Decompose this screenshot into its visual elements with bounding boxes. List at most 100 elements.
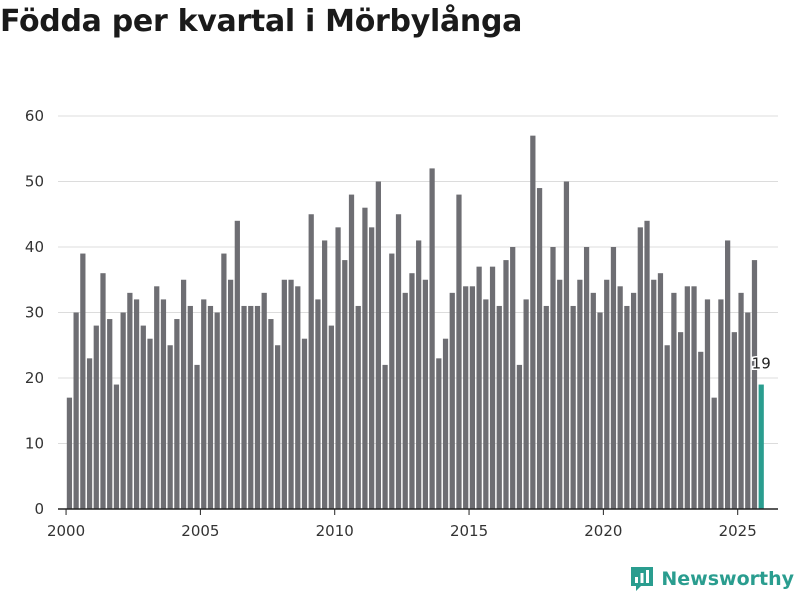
bar [543, 305, 549, 509]
bar [637, 227, 643, 509]
y-tick-label: 20 [25, 369, 44, 387]
bar [93, 325, 99, 509]
bar [369, 227, 375, 509]
bar [389, 253, 395, 509]
bar [416, 240, 422, 509]
bar [469, 286, 476, 509]
bar [671, 292, 677, 509]
bar [711, 397, 717, 509]
bar [288, 279, 294, 509]
bar [73, 312, 79, 509]
bar [496, 305, 502, 509]
bar [456, 194, 462, 509]
bar-series [66, 135, 764, 510]
bar [657, 273, 664, 509]
y-tick-label: 50 [25, 173, 44, 191]
newsworthy-icon [631, 567, 654, 591]
y-tick-label: 10 [25, 435, 44, 453]
bar [409, 273, 415, 509]
bar [725, 240, 731, 509]
bar [617, 286, 623, 509]
bar [301, 338, 308, 509]
x-tick-label: 2020 [584, 522, 622, 540]
bar [86, 358, 93, 509]
bar [664, 345, 670, 509]
bar [100, 273, 106, 509]
bar [295, 286, 301, 509]
bar [207, 305, 214, 509]
bar [80, 253, 86, 509]
bar [570, 305, 576, 509]
bar [167, 345, 173, 509]
bar [550, 247, 556, 509]
x-tick-label: 2010 [316, 522, 354, 540]
bar [120, 312, 126, 509]
brand-name: Newsworthy [661, 568, 794, 590]
data-label: 19 [752, 355, 771, 373]
bar [516, 364, 523, 509]
bar [530, 135, 536, 509]
bar [214, 312, 220, 509]
bar [281, 279, 287, 509]
bar [174, 319, 180, 509]
bar [604, 279, 610, 509]
bar [429, 168, 435, 509]
bar [691, 286, 697, 509]
bar [308, 214, 314, 509]
y-tick-label: 60 [25, 107, 44, 125]
bar [503, 260, 509, 509]
bar [597, 312, 603, 509]
y-axis-ticks: 0 10 20 30 40 50 60 [25, 107, 44, 518]
bar [362, 207, 368, 509]
bar [644, 220, 650, 510]
bar [610, 247, 617, 509]
x-axis-ticks: 2000 2005 2010 2015 2020 2025 [47, 509, 757, 540]
bar [483, 299, 489, 509]
bar [557, 279, 563, 509]
bar [66, 397, 73, 509]
bar [261, 292, 267, 509]
bar [133, 299, 140, 509]
bar [463, 286, 469, 509]
bar [201, 299, 207, 509]
bar [355, 305, 361, 509]
bar [375, 181, 381, 509]
bar [342, 260, 348, 509]
bar [563, 181, 570, 509]
bar [254, 305, 261, 509]
bar [442, 338, 449, 509]
bar [745, 312, 751, 509]
chart-title: Födda per kvartal i Mörbylånga [0, 4, 523, 39]
bar [187, 305, 193, 509]
bar [436, 358, 442, 509]
bar [127, 292, 133, 509]
x-tick-label: 2005 [181, 522, 219, 540]
bar [147, 338, 153, 509]
bar [684, 286, 690, 509]
y-tick-label: 0 [34, 500, 44, 518]
bar [422, 279, 429, 509]
y-tick-label: 30 [25, 304, 44, 322]
bar [677, 332, 684, 509]
bar [315, 299, 321, 509]
bar [698, 351, 704, 509]
newsworthy-logo[interactable]: Newsworthy [629, 564, 794, 594]
bar [590, 292, 596, 509]
bar [154, 286, 160, 509]
bar [402, 292, 408, 509]
x-tick-label: 2015 [450, 522, 488, 540]
bar [160, 299, 167, 509]
bar [248, 305, 254, 509]
bar [718, 299, 724, 509]
bar [234, 220, 240, 510]
bar [523, 299, 529, 509]
bar [449, 292, 455, 509]
bar [704, 299, 711, 509]
bar [180, 279, 187, 509]
bar [536, 188, 543, 510]
bar [322, 240, 328, 509]
bar [577, 279, 583, 509]
bar [476, 266, 482, 509]
bar [489, 266, 496, 509]
